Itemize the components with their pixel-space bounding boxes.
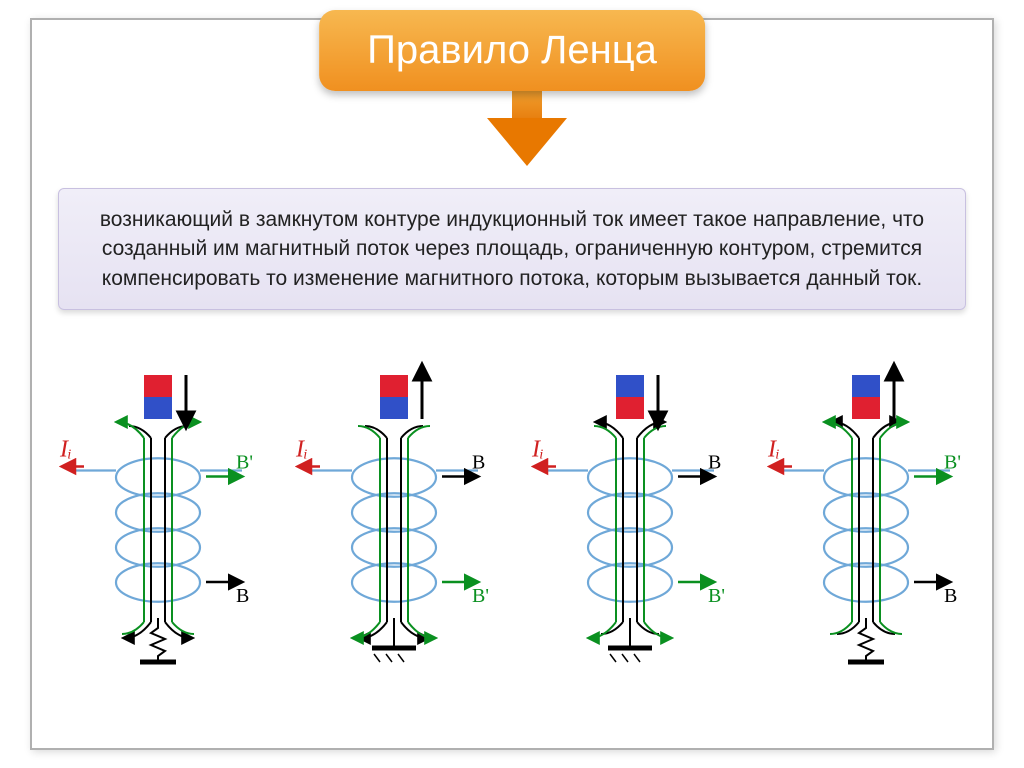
title-box: Правило Ленца xyxy=(319,10,705,91)
diagram-4: Iᵢ В' В xyxy=(761,360,971,690)
diagram-1: Iᵢ В' В xyxy=(53,360,263,690)
svg-text:В': В' xyxy=(944,452,961,474)
diagram-3: Iᵢ В В' xyxy=(525,360,735,690)
svg-text:Iᵢ: Iᵢ xyxy=(531,437,544,463)
definition-box: возникающий в замкнутом контуре индукцио… xyxy=(58,188,966,310)
svg-text:В: В xyxy=(236,585,249,607)
svg-text:В': В' xyxy=(472,585,489,607)
svg-text:В': В' xyxy=(708,585,725,607)
svg-text:Iᵢ: Iᵢ xyxy=(295,437,308,463)
diagram-2: Iᵢ В В' xyxy=(289,360,499,690)
svg-text:Iᵢ: Iᵢ xyxy=(767,437,780,463)
title-text: Правило Ленца xyxy=(367,28,657,72)
svg-text:В': В' xyxy=(236,452,253,474)
svg-text:Iᵢ: Iᵢ xyxy=(59,437,72,463)
svg-text:В: В xyxy=(472,452,485,474)
svg-text:В: В xyxy=(944,585,957,607)
diagrams-row: Iᵢ В' В Iᵢ В В' xyxy=(40,360,984,690)
svg-text:В: В xyxy=(708,452,721,474)
definition-text: возникающий в замкнутом контуре индукцио… xyxy=(100,208,924,290)
